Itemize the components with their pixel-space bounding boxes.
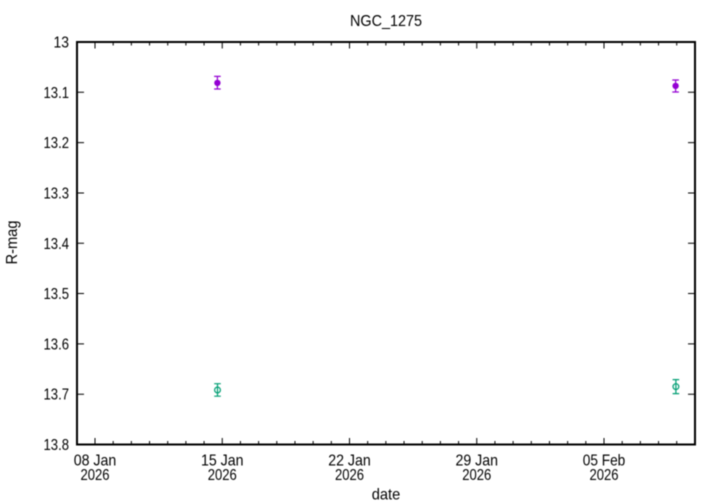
svg-text:13.1: 13.1 xyxy=(44,85,70,102)
svg-text:13.3: 13.3 xyxy=(44,185,70,202)
svg-text:15 Jan: 15 Jan xyxy=(201,452,244,469)
svg-text:2026: 2026 xyxy=(81,467,110,484)
svg-text:22 Jan: 22 Jan xyxy=(328,452,371,469)
svg-text:R-mag: R-mag xyxy=(4,221,21,265)
svg-text:13.8: 13.8 xyxy=(44,437,70,454)
svg-text:2026: 2026 xyxy=(462,467,491,484)
svg-text:13.7: 13.7 xyxy=(44,387,70,404)
svg-text:13: 13 xyxy=(54,35,70,52)
svg-text:13.2: 13.2 xyxy=(44,135,70,152)
svg-text:05 Feb: 05 Feb xyxy=(583,452,626,469)
svg-text:08 Jan: 08 Jan xyxy=(74,452,117,469)
svg-text:29 Jan: 29 Jan xyxy=(456,452,499,469)
svg-text:13.4: 13.4 xyxy=(44,236,70,253)
svg-text:2026: 2026 xyxy=(590,467,619,484)
svg-text:2026: 2026 xyxy=(208,467,237,484)
svg-text:NGC_1275: NGC_1275 xyxy=(350,13,422,30)
svg-text:date: date xyxy=(372,487,401,504)
svg-text:2026: 2026 xyxy=(335,467,364,484)
svg-text:13.5: 13.5 xyxy=(44,286,70,303)
svg-text:13.6: 13.6 xyxy=(44,336,70,353)
